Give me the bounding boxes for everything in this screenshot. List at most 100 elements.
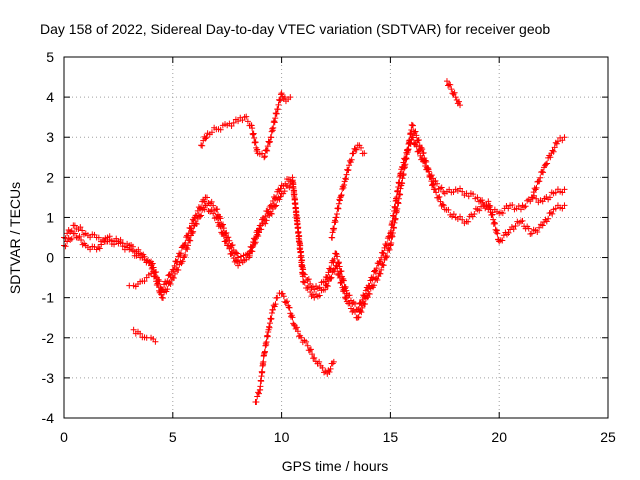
y-tick-label: -1 — [42, 290, 55, 306]
data-point — [64, 230, 71, 237]
data-point — [262, 220, 269, 227]
data-point — [179, 258, 186, 265]
data-point — [322, 278, 329, 285]
data-point — [252, 235, 259, 242]
y-tick-label: -3 — [42, 370, 55, 386]
data-point — [554, 138, 561, 145]
data-point — [190, 228, 197, 235]
data-point — [259, 150, 266, 157]
data-point — [553, 140, 560, 147]
data-point — [293, 215, 300, 222]
data-point — [445, 206, 452, 213]
data-point — [277, 193, 284, 200]
data-point — [201, 198, 208, 205]
data-point — [198, 212, 205, 219]
data-point — [305, 276, 312, 283]
data-point — [510, 226, 517, 233]
data-point — [277, 185, 284, 192]
data-point — [343, 294, 350, 301]
data-point — [311, 354, 318, 361]
data-point — [377, 270, 384, 277]
data-point — [346, 162, 353, 169]
data-point — [423, 158, 430, 165]
data-point — [243, 113, 250, 120]
data-point — [337, 192, 344, 199]
data-point — [239, 117, 246, 124]
data-point — [334, 265, 341, 272]
data-point — [552, 205, 559, 212]
data-point — [197, 213, 203, 220]
x-axis-label: GPS time / hours — [282, 458, 389, 474]
data-point — [77, 224, 84, 231]
data-point — [241, 257, 248, 264]
data-point — [175, 266, 182, 273]
data-point — [119, 240, 126, 247]
data-point — [397, 191, 404, 198]
data-point — [266, 139, 273, 146]
data-point — [268, 128, 275, 135]
data-point — [264, 208, 271, 215]
data-point — [374, 276, 381, 283]
data-point — [299, 273, 306, 280]
data-point — [505, 229, 512, 236]
data-point — [141, 278, 148, 285]
data-point — [537, 174, 544, 181]
data-point — [230, 119, 237, 126]
data-point — [268, 134, 275, 141]
data-point — [489, 211, 496, 218]
data-point — [311, 286, 318, 293]
data-point — [249, 244, 256, 251]
data-point — [340, 184, 347, 191]
data-point — [364, 286, 371, 293]
data-point — [413, 143, 420, 150]
data-points — [61, 78, 568, 406]
data-point — [459, 188, 466, 195]
y-tick-label: 1 — [46, 209, 54, 225]
data-point — [255, 229, 262, 236]
data-point — [451, 89, 458, 96]
data-point — [268, 210, 275, 217]
data-point — [392, 215, 399, 222]
data-point — [205, 207, 212, 214]
data-point — [455, 98, 462, 105]
data-point — [549, 210, 556, 217]
data-point — [68, 235, 75, 242]
data-point — [259, 368, 266, 375]
data-point — [117, 236, 124, 243]
data-point — [333, 250, 339, 257]
data-point — [348, 156, 355, 163]
data-point — [290, 181, 297, 188]
data-point — [322, 286, 329, 293]
data-point — [225, 242, 232, 249]
data-point — [232, 249, 239, 256]
data-point — [164, 286, 171, 293]
data-point — [545, 215, 552, 222]
data-point — [438, 184, 445, 191]
data-point — [465, 218, 472, 225]
data-point — [233, 258, 240, 265]
data-point — [413, 132, 420, 139]
data-point — [76, 233, 83, 240]
data-point — [429, 181, 436, 188]
data-point — [499, 237, 506, 244]
data-point — [170, 275, 177, 282]
data-point — [362, 301, 369, 308]
data-point — [389, 230, 396, 237]
data-point — [515, 203, 522, 210]
data-point — [189, 230, 196, 237]
data-point — [437, 185, 444, 192]
data-point — [272, 301, 279, 308]
data-point — [359, 296, 366, 303]
data-point — [290, 321, 297, 328]
data-point — [447, 81, 454, 88]
data-point — [406, 137, 413, 144]
data-point — [425, 165, 432, 172]
data-point — [433, 189, 440, 196]
data-point — [358, 144, 365, 151]
y-tick-label: -4 — [42, 410, 55, 426]
data-point — [405, 146, 412, 153]
data-point — [261, 348, 268, 355]
data-point — [561, 186, 568, 193]
data-point — [298, 334, 305, 341]
data-point — [281, 188, 288, 195]
